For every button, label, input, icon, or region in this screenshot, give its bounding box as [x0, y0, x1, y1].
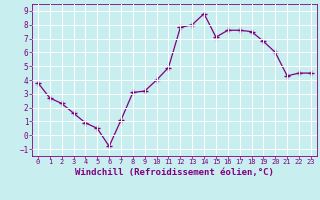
X-axis label: Windchill (Refroidissement éolien,°C): Windchill (Refroidissement éolien,°C): [75, 168, 274, 177]
